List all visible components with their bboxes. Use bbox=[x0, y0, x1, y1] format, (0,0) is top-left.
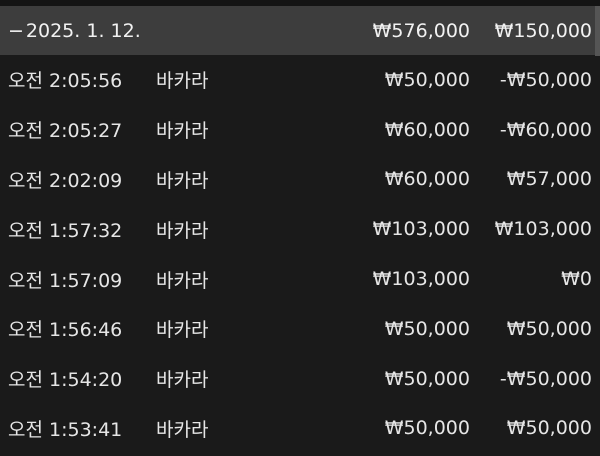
row-game: 바카라 bbox=[156, 418, 209, 441]
row-bet: ₩60,000 bbox=[384, 118, 470, 141]
row-bet: ₩103,000 bbox=[372, 218, 470, 241]
row-result: -₩50,000 bbox=[499, 68, 592, 91]
table-row[interactable]: 오전 2:05:27 바카라 ₩60,000 -₩60,000 bbox=[0, 105, 600, 155]
row-game: 바카라 bbox=[156, 120, 209, 143]
row-game: 바카라 bbox=[156, 169, 209, 192]
row-result: ₩103,000 bbox=[494, 218, 592, 241]
table-row[interactable]: 오전 2:05:56 바카라 ₩50,000 -₩50,000 bbox=[0, 55, 600, 105]
top-strip bbox=[0, 0, 600, 6]
row-bet: ₩50,000 bbox=[384, 317, 470, 340]
row-game: 바카라 bbox=[156, 319, 209, 342]
group-date: 2025. 1. 12. bbox=[25, 19, 141, 42]
table-row[interactable]: 오전 1:57:09 바카라 ₩103,000 ₩0 bbox=[0, 254, 600, 304]
row-time: 오전 1:54:20 bbox=[8, 369, 123, 392]
row-bet: ₩50,000 bbox=[384, 68, 470, 91]
row-bet: ₩60,000 bbox=[384, 168, 470, 191]
row-result: ₩50,000 bbox=[506, 417, 592, 440]
row-result: ₩0 bbox=[561, 268, 592, 291]
row-time: 오전 1:56:46 bbox=[8, 319, 123, 342]
row-time: 오전 2:05:27 bbox=[8, 120, 123, 143]
row-bet: ₩50,000 bbox=[384, 367, 470, 390]
collapse-toggle[interactable]: − bbox=[8, 19, 24, 42]
row-game: 바카라 bbox=[156, 369, 209, 392]
row-time: 오전 1:53:41 bbox=[8, 418, 123, 441]
table-row[interactable]: 오전 1:54:20 바카라 ₩50,000 -₩50,000 bbox=[0, 354, 600, 404]
row-game: 바카라 bbox=[156, 70, 209, 93]
bet-total: ₩576,000 bbox=[372, 19, 470, 42]
table-row[interactable]: 오전 1:53:41 바카라 ₩50,000 ₩50,000 bbox=[0, 404, 600, 454]
row-result: -₩60,000 bbox=[499, 118, 592, 141]
row-time: 오전 1:57:09 bbox=[8, 269, 123, 292]
row-time: 오전 1:57:32 bbox=[8, 219, 123, 242]
table-row[interactable]: 오전 1:56:46 바카라 ₩50,000 ₩50,000 bbox=[0, 304, 600, 354]
row-result: ₩50,000 bbox=[506, 317, 592, 340]
row-bet: ₩50,000 bbox=[384, 417, 470, 440]
table-row[interactable]: 오전 1:57:32 바카라 ₩103,000 ₩103,000 bbox=[0, 204, 600, 254]
row-result: ₩57,000 bbox=[506, 168, 592, 191]
row-game: 바카라 bbox=[156, 219, 209, 242]
row-bet: ₩103,000 bbox=[372, 268, 470, 291]
result-total: ₩150,000 bbox=[494, 19, 592, 42]
scrollbar[interactable] bbox=[595, 6, 600, 56]
date-group-header[interactable]: − 2025. 1. 12. ₩576,000 ₩150,000 bbox=[0, 6, 600, 55]
row-result: -₩50,000 bbox=[499, 367, 592, 390]
row-game: 바카라 bbox=[156, 269, 209, 292]
row-time: 오전 2:05:56 bbox=[8, 70, 123, 93]
table-row[interactable]: 오전 2:02:09 바카라 ₩60,000 ₩57,000 bbox=[0, 155, 600, 205]
row-time: 오전 2:02:09 bbox=[8, 169, 123, 192]
transaction-list: 오전 2:05:56 바카라 ₩50,000 -₩50,000 오전 2:05:27 바카… bbox=[0, 55, 600, 453]
